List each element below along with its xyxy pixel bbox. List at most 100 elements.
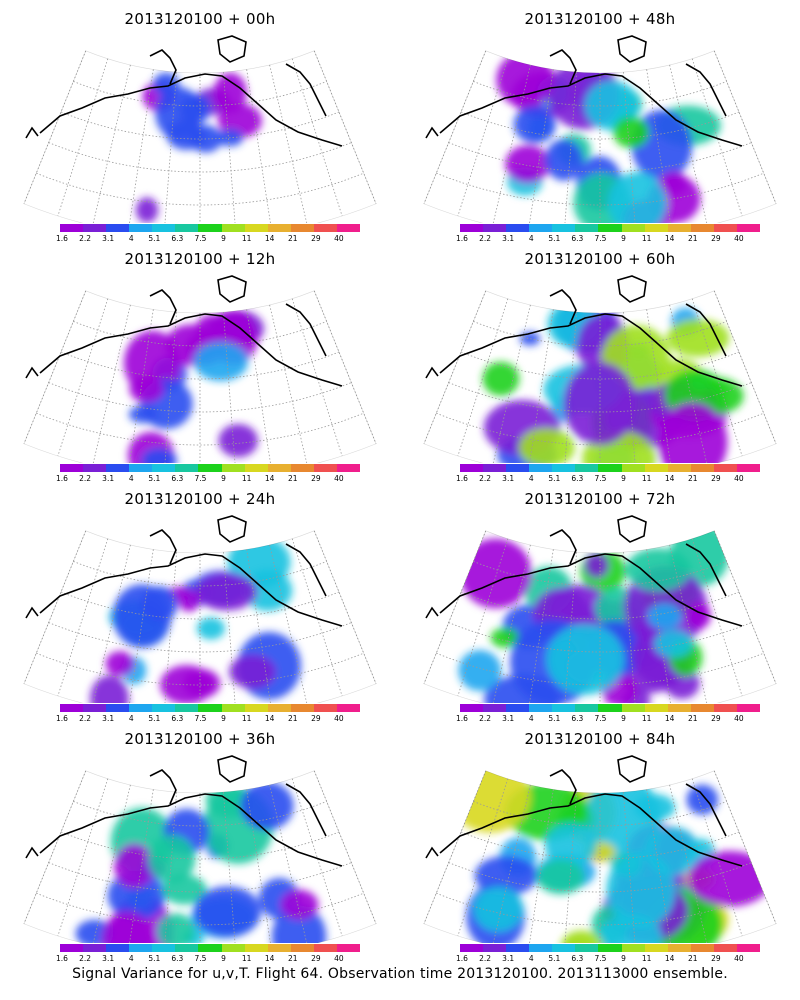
colorbar-swatch (336, 464, 361, 472)
colorbar-swatch (621, 944, 645, 952)
colorbar-swatch (336, 944, 361, 952)
coastline-path (149, 529, 177, 565)
colorbar-label: 14 (664, 954, 675, 963)
colorbar-label: 6.3 (571, 714, 584, 723)
variance-blob (613, 116, 650, 149)
variance-blob (105, 651, 135, 677)
colorbar-label: 9 (621, 234, 626, 243)
coastline-path (685, 783, 727, 837)
panel-title: 2013120100 + 60h (524, 250, 676, 268)
colorbar-swatch (667, 944, 691, 952)
variance-blob (218, 423, 258, 458)
colorbar-label: 3.1 (502, 714, 515, 723)
meridian-line (129, 549, 154, 703)
colorbar-label: 4 (528, 954, 534, 963)
colorbar-label: 2.2 (79, 714, 92, 723)
colorbar-label: 7.5 (594, 234, 607, 243)
variance-field (450, 770, 772, 943)
colorbar-swatch (221, 224, 245, 232)
variance-blob (280, 889, 319, 920)
colorbar-label: 7.5 (194, 234, 207, 243)
coastline-path (285, 543, 327, 597)
coastline-path (549, 289, 577, 325)
variance-blob (490, 627, 519, 648)
meridian-line (564, 552, 577, 703)
colorbar-swatch (621, 224, 645, 232)
colorbar-swatch (621, 464, 645, 472)
variance-blob (114, 843, 155, 889)
colorbar-swatch (267, 704, 291, 712)
colorbar-label: 11 (241, 954, 252, 963)
colorbar-label: 2.2 (479, 234, 492, 243)
colorbar-swatch (575, 944, 599, 952)
colorbar-label: 29 (711, 954, 721, 963)
parallel-line (473, 81, 727, 107)
map-plot (423, 515, 777, 703)
variance-field (135, 72, 262, 223)
domain-outline (423, 50, 777, 223)
colorbar-label: 6.3 (171, 474, 184, 483)
panel-title: 2013120100 + 00h (124, 10, 276, 28)
domain-outline (423, 770, 777, 943)
colorbar-swatch (221, 464, 245, 472)
colorbar-swatch (336, 224, 361, 232)
variance-blob (213, 72, 247, 113)
colorbar-swatch (313, 704, 337, 712)
colorbar-label: 4 (128, 714, 134, 723)
meridian-line (669, 544, 708, 703)
coastline (425, 35, 743, 147)
colorbar-swatch (175, 704, 199, 712)
domain-outline (423, 530, 777, 703)
graticule (23, 50, 377, 223)
colorbar-swatch (690, 704, 714, 712)
coastline-path (685, 303, 727, 357)
colorbar-label: 3.1 (502, 234, 515, 243)
meridian-line (313, 50, 377, 204)
colorbar-label: 21 (687, 234, 698, 243)
forecast-panel: 2013120100 + 24h 1.6 2.2 3.1 4 5.1 6.3 7.5 9 11 14… (0, 488, 400, 728)
colorbar-swatch (667, 704, 691, 712)
colorbar-label: 21 (287, 474, 298, 483)
coastline-path (217, 515, 247, 543)
colorbar-label: 21 (687, 954, 698, 963)
colorbar-swatch (60, 704, 84, 712)
colorbar: 1.6 2.2 3.1 4 5.1 6.3 7.5 9 11 14 21 29 40 (56, 944, 361, 968)
colorbar-label: 3.1 (102, 474, 115, 483)
meridian-line (529, 309, 554, 463)
colorbar-swatch (713, 224, 737, 232)
meridian-line (564, 72, 577, 223)
coastline-path (617, 515, 647, 543)
colorbar-label: 9 (221, 714, 226, 723)
colorbar-label: 29 (311, 714, 321, 723)
colorbar-swatch (244, 464, 268, 472)
meridian-line (269, 304, 308, 463)
colorbar-swatch (460, 704, 484, 712)
meridian-line (691, 778, 743, 937)
colorbar-swatch (690, 944, 714, 952)
colorbar-swatch (129, 224, 153, 232)
colorbar: 1.6 2.2 3.1 4 5.1 6.3 7.5 9 11 14 21 29 40 (456, 944, 761, 968)
parallel-line (36, 652, 364, 686)
colorbar-swatch (483, 944, 507, 952)
map-plot (423, 275, 777, 463)
colorbar-label: 6.3 (571, 954, 584, 963)
colorbar-labels: 1.6 2.2 3.1 4 5.1 6.3 7.5 9 11 14 21 29 40 (56, 954, 360, 966)
graticule (23, 770, 377, 943)
colorbar-label: 21 (287, 234, 298, 243)
colorbar-label: 9 (621, 714, 626, 723)
colorbar-label: 29 (711, 474, 721, 483)
meridian-line (23, 50, 87, 204)
parallel-line (448, 142, 752, 173)
colorbar-label: 5.1 (548, 954, 561, 963)
variance-blob (129, 375, 164, 403)
colorbar-swatch (506, 944, 530, 952)
parallel-line (436, 892, 764, 926)
meridian-line (246, 789, 271, 943)
colorbar-swatch (198, 944, 222, 952)
meridian-line (291, 58, 343, 217)
coastline-path (425, 606, 439, 619)
colorbar-label: 7.5 (194, 474, 207, 483)
coastline-path (439, 793, 743, 867)
colorbar-swatch (83, 224, 107, 232)
colorbar-label: 5.1 (548, 234, 561, 243)
